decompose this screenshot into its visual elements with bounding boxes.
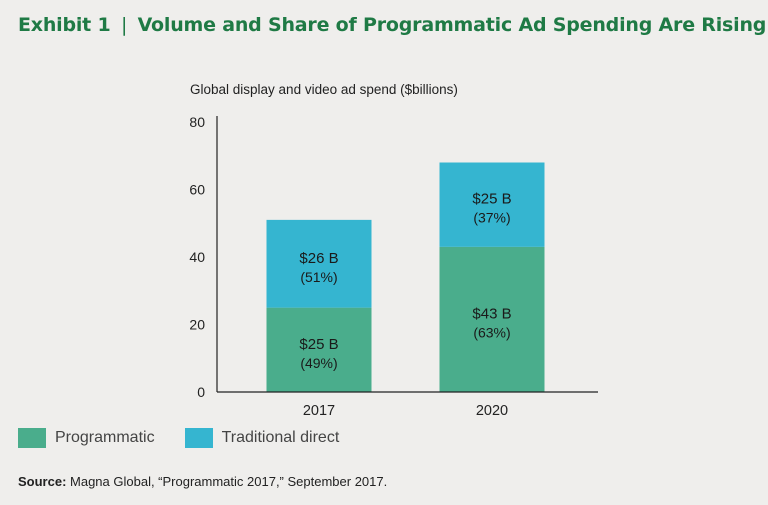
source-note: Source: Magna Global, “Programmatic 2017… [18, 474, 387, 489]
legend-swatch-traditional-direct [184, 428, 213, 448]
bar-share-label: (63%) [473, 324, 510, 340]
bar-value-label: $43 B [472, 305, 511, 322]
y-tick-label: 80 [189, 114, 205, 130]
source-text: Magna Global, “Programmatic 2017,” Septe… [66, 474, 388, 489]
title-separator: | [120, 14, 128, 36]
legend-item-traditional-direct: Traditional direct [184, 428, 340, 448]
legend-item-programmatic: Programmatic [18, 428, 155, 448]
bar-2017-programmatic [266, 307, 372, 392]
source-label: Source: [18, 474, 67, 489]
bar-share-label: (51%) [300, 269, 337, 285]
bar-share-label: (49%) [300, 355, 337, 371]
title-text: Volume and Share of Programmatic Ad Spen… [137, 14, 767, 36]
y-tick-label: 40 [189, 249, 205, 265]
bar-value-label: $26 B [299, 250, 338, 267]
legend-label-traditional-direct: Traditional direct [221, 429, 340, 446]
y-tick-label: 20 [189, 317, 205, 333]
exhibit-label: Exhibit 1 [18, 14, 111, 36]
chart-subtitle: Global display and video ad spend ($bill… [190, 82, 458, 97]
y-tick-label: 60 [189, 182, 205, 198]
chart-title: Exhibit 1 | Volume and Share of Programm… [18, 14, 766, 36]
bar-2017-traditional-direct [266, 219, 372, 308]
bar-2020-programmatic [439, 246, 545, 392]
legend-label-programmatic: Programmatic [55, 429, 155, 446]
x-tick-label: 2017 [303, 403, 335, 419]
y-tick-label: 0 [197, 384, 205, 400]
legend: Programmatic Traditional direct [18, 428, 369, 448]
bar-value-label: $25 B [472, 191, 511, 208]
bar-value-label: $25 B [299, 336, 338, 353]
x-tick-label: 2020 [476, 403, 508, 419]
legend-swatch-programmatic [18, 428, 46, 448]
bar-share-label: (37%) [473, 210, 510, 226]
bar-2020-traditional-direct [439, 162, 545, 247]
stacked-bar-chart: 0 20 40 60 80 $25 B (49%) $26 B (51%) 2017 $43 B (6… [189, 114, 598, 419]
